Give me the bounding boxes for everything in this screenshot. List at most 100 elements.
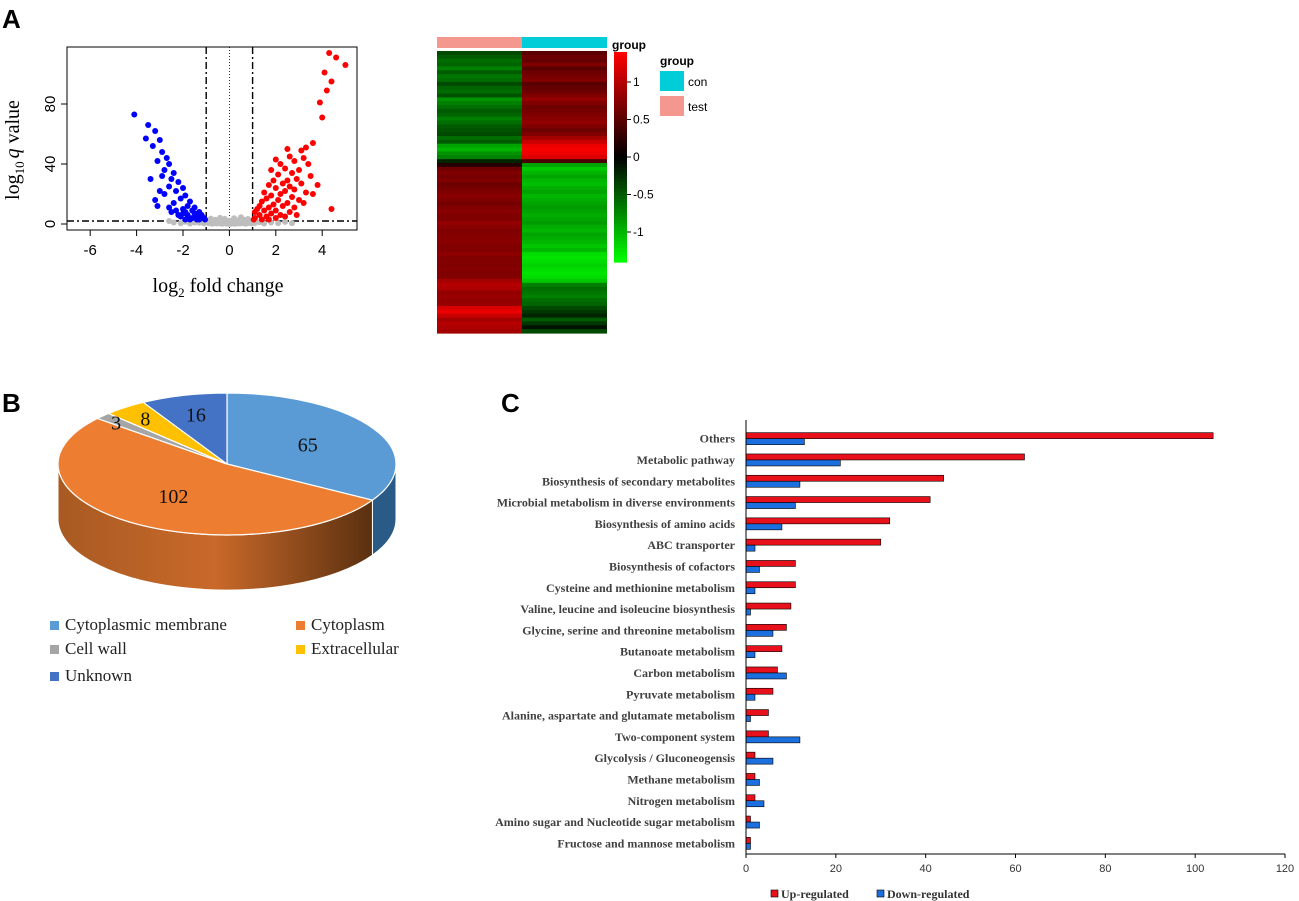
colorbar-step: [614, 244, 627, 249]
category-label: Alanine, aspartate and glutamate metabol…: [502, 709, 735, 723]
colorbar-step: [614, 87, 627, 92]
legend-label-test: test: [688, 100, 708, 114]
colorbar-step: [614, 94, 627, 99]
up-point: [296, 167, 302, 173]
x-tick-label: 40: [920, 863, 932, 875]
heatmap-cell-con: [522, 147, 607, 153]
colorbar-step: [614, 104, 627, 109]
bar-up: [745, 666, 778, 674]
bar-up: [745, 517, 891, 525]
heatmap-cell-con: [522, 244, 607, 249]
down-point: [145, 122, 152, 128]
heatmap-cell-con: [522, 105, 607, 110]
up-point: [275, 171, 282, 178]
heatmap-cell-con: [522, 139, 607, 145]
bar-up: [745, 773, 756, 780]
volcano-x-axis-label: log2 fold change: [153, 275, 284, 300]
bar-axes: [745, 420, 1285, 855]
pie-legend-item: Unknown: [50, 666, 132, 686]
heatmap-cell-con: [522, 197, 607, 203]
legend-swatch-down: [876, 889, 885, 898]
category-label: Metabolic pathway: [637, 453, 735, 467]
colorbar-step: [614, 55, 627, 60]
up-point: [268, 210, 275, 217]
legend-swatch-up: [770, 889, 779, 898]
down-point: [159, 173, 166, 179]
category-label: Glycine, serine and threonine metabolism: [522, 623, 735, 637]
up-point: [291, 204, 298, 211]
ns-point: [289, 220, 296, 227]
up-point: [277, 191, 284, 197]
bar-up: [745, 730, 769, 738]
category-label: Pyruvate metabolism: [626, 687, 735, 701]
bar-up: [745, 624, 787, 631]
up-point: [284, 200, 291, 206]
heatmap-cell-con: [522, 309, 607, 315]
heatmap-cell-con: [522, 267, 607, 272]
category-label: Biosynthesis of amino acids: [595, 517, 736, 531]
up-point: [342, 62, 349, 68]
colorbar-step: [614, 97, 627, 102]
heatmap-cell-con: [522, 302, 607, 307]
bar-down: [745, 800, 765, 808]
category-label: Biosynthesis of secondary metabolites: [542, 474, 735, 488]
y-tick-label: 80: [42, 96, 59, 113]
colorbar-step: [614, 255, 627, 260]
up-point: [309, 140, 316, 146]
heatmap-cell-test: [437, 120, 522, 125]
bar-up: [745, 581, 796, 589]
heatmap-cell-con: [522, 294, 607, 299]
down-point: [182, 216, 189, 223]
up-point: [284, 146, 291, 152]
colorbar-tick-label: -1: [633, 225, 644, 239]
heatmap-cell-con: [522, 193, 607, 199]
heatmap-cell-test: [437, 74, 522, 79]
bar-down: [745, 502, 796, 509]
colorbar-step: [614, 185, 627, 190]
heatmap-cell-test: [437, 178, 522, 183]
bar-up: [745, 837, 751, 844]
volcano-y-ticks: 0 40 80: [42, 96, 67, 228]
up-point: [286, 183, 293, 190]
colorbar-step: [614, 59, 627, 64]
down-point: [154, 203, 161, 209]
colorbar-tick-label: 0: [633, 150, 640, 164]
heatmap-cell-test: [437, 325, 522, 330]
heatmap-cell-test: [437, 163, 522, 168]
heatmap-cell-con: [522, 251, 607, 257]
colorbar-step: [614, 139, 627, 144]
heatmap-cell-con: [522, 135, 607, 141]
up-point: [293, 212, 300, 218]
bar-up: [745, 474, 944, 482]
volcano-y-axis-label: log10q value: [2, 100, 27, 200]
category-label: Glycolysis / Gluconeogensis: [594, 751, 735, 765]
up-point: [251, 209, 258, 215]
up-point: [298, 147, 305, 154]
up-point: [302, 189, 309, 196]
colorbar-step: [614, 206, 627, 211]
heatmap-cell-con: [522, 101, 607, 106]
heatmap-cell-test: [437, 190, 522, 195]
down-point: [168, 176, 175, 182]
heatmap-cell-test: [437, 197, 522, 203]
heatmap-cell-con: [522, 178, 607, 183]
down-point: [168, 209, 175, 215]
heatmap-cell-test: [437, 255, 522, 261]
bar-down: [745, 608, 751, 616]
colorbar-step: [614, 216, 627, 221]
down-point: [147, 176, 154, 182]
colorbar-step: [614, 174, 627, 179]
up-point: [268, 167, 275, 173]
legend-label-up: Up-regulated: [781, 887, 849, 901]
heatmap-cell-con: [522, 124, 607, 129]
up-point: [270, 177, 277, 184]
pie-legend-item: Cell wall: [50, 639, 127, 659]
colorbar-tick-label: 0.5: [633, 113, 650, 127]
colorbar-step: [614, 227, 627, 232]
down-point: [170, 170, 177, 176]
colorbar-step: [614, 178, 627, 183]
colorbar-step: [614, 143, 627, 148]
panel-c-label: C: [501, 388, 520, 418]
up-point: [261, 189, 268, 196]
